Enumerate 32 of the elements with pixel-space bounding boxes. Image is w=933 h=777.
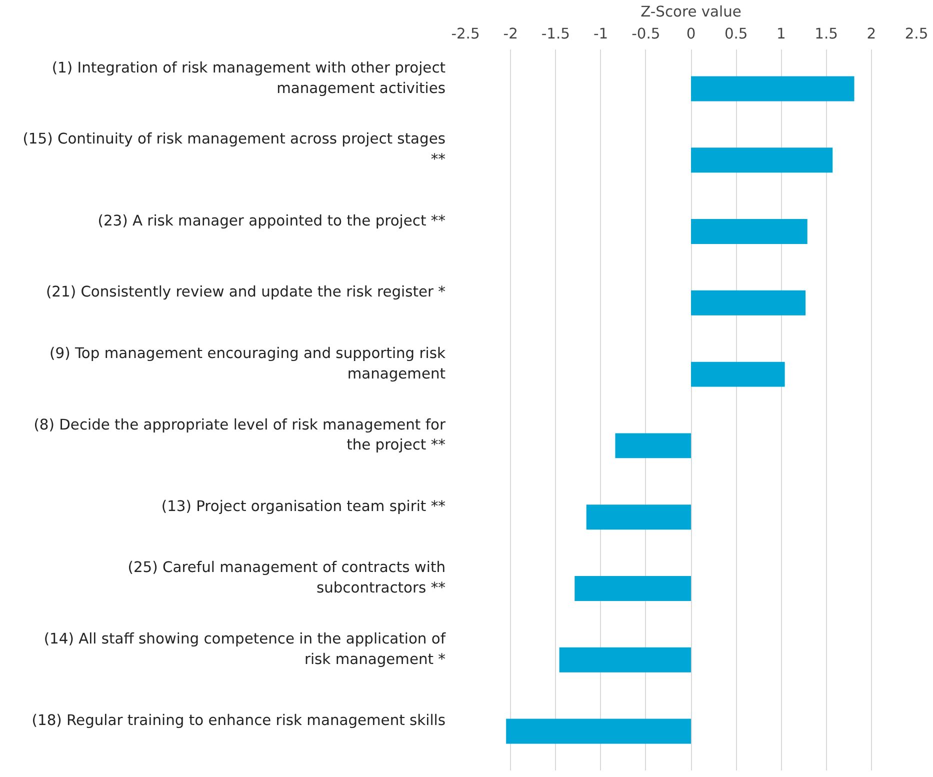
- x-tick-label: 2.5: [904, 26, 928, 42]
- bar: [691, 290, 806, 316]
- bar: [506, 718, 691, 744]
- y-tick-label: (8) Decide the appropriate level of risk management for the project **: [34, 416, 446, 454]
- y-tick-label: (1) Integration of risk management with other project management activities: [52, 59, 446, 97]
- y-tick-label: (18) Regular training to enhance risk management skills: [32, 712, 446, 730]
- x-tick-label: -1: [593, 26, 608, 42]
- bar: [574, 576, 691, 601]
- x-tick-label: 0.5: [724, 26, 748, 42]
- y-tick-label: (21) Consistently review and update the risk register *: [46, 284, 446, 301]
- bar: [691, 76, 854, 102]
- bar: [691, 148, 833, 173]
- y-tick-label: (9) Top management encouraging and supporting risk management: [50, 344, 446, 382]
- bar: [691, 219, 808, 244]
- y-tick-label: (14) All staff showing competence in the application of risk management *: [44, 630, 446, 668]
- x-tick-label: -2.5: [451, 26, 480, 42]
- x-tick-label: 2: [866, 26, 876, 42]
- x-tick-label: 1.5: [814, 26, 838, 42]
- bar: [691, 362, 785, 387]
- x-tick-label: 0: [686, 26, 696, 42]
- bar: [615, 433, 691, 458]
- y-tick-label: (13) Project organisation team spirit **: [161, 498, 446, 515]
- bar: [586, 504, 691, 530]
- x-tick-label: -1.5: [541, 26, 570, 42]
- y-tick-label: (25) Careful management of contracts with subcontractors **: [128, 559, 446, 596]
- x-axis-title: Z-Score value: [640, 4, 742, 20]
- x-tick-label: -2: [503, 26, 518, 42]
- x-tick-label: 1: [776, 26, 786, 42]
- x-tick-label: -0.5: [632, 26, 660, 42]
- y-tick-label: (15) Continuity of risk management across project stages **: [22, 130, 446, 168]
- y-tick-label: (23) A risk manager appointed to the project **: [98, 212, 446, 230]
- bar: [559, 647, 691, 672]
